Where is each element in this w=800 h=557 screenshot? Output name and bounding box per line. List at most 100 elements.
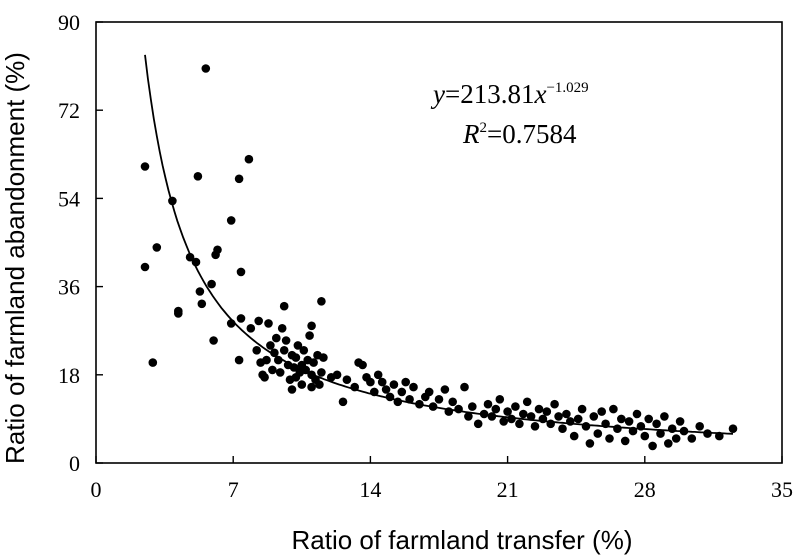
y-tick-label: 72 xyxy=(58,98,80,123)
y-tick-label: 36 xyxy=(58,275,80,300)
data-point xyxy=(519,409,528,419)
data-point xyxy=(401,377,411,387)
equation-exponent: −1.029 xyxy=(546,80,588,96)
data-point xyxy=(613,424,622,434)
data-point xyxy=(174,306,183,316)
data-point xyxy=(728,424,738,434)
data-point xyxy=(409,382,418,392)
data-point xyxy=(358,360,367,370)
data-point xyxy=(640,431,650,441)
r2-annotation: R2=0.7584 xyxy=(462,119,577,149)
data-point xyxy=(495,395,505,404)
data-point xyxy=(260,373,269,382)
data-point xyxy=(234,355,244,365)
data-point xyxy=(577,404,587,414)
data-point xyxy=(597,407,606,416)
r2-superscript: 2 xyxy=(480,120,488,136)
data-point xyxy=(448,397,458,407)
data-point xyxy=(569,431,579,441)
data-point xyxy=(515,419,524,429)
data-point xyxy=(468,402,477,411)
data-point xyxy=(317,368,326,377)
data-point xyxy=(315,380,324,389)
data-point xyxy=(581,422,591,431)
data-point xyxy=(526,412,536,421)
data-point xyxy=(377,377,387,387)
data-point xyxy=(593,429,603,438)
fit-curve xyxy=(144,54,734,435)
x-axis-title: Ratio of farmland transfer (%) xyxy=(291,525,632,555)
data-point xyxy=(244,154,254,164)
data-point xyxy=(695,422,704,431)
data-point xyxy=(605,434,614,443)
data-point xyxy=(193,172,203,181)
data-point xyxy=(675,417,685,426)
data-point xyxy=(573,414,583,424)
ticks: 0 7 14 21 28 35 0 18 36 54 72 90 xyxy=(58,10,793,502)
data-point xyxy=(246,324,256,333)
data-point xyxy=(201,64,211,73)
data-point xyxy=(483,399,493,409)
y-tick-label: 54 xyxy=(58,186,80,211)
data-point xyxy=(491,404,501,414)
data-point xyxy=(254,316,263,326)
data-point xyxy=(648,441,657,451)
data-point xyxy=(389,380,399,389)
data-point xyxy=(440,385,450,394)
data-point xyxy=(293,341,303,350)
y-axis-title: Ratio of farmland abandonment (%) xyxy=(0,52,30,464)
x-tick-label: 0 xyxy=(91,477,102,502)
data-point xyxy=(617,414,626,424)
data-point xyxy=(236,314,246,323)
equation-x: x xyxy=(533,79,546,109)
data-point xyxy=(287,385,297,394)
data-point xyxy=(279,301,289,311)
data-point xyxy=(464,412,473,421)
data-point xyxy=(213,245,222,255)
data-point xyxy=(234,174,244,184)
x-tick-label: 28 xyxy=(634,477,656,502)
data-point xyxy=(307,321,316,331)
data-point xyxy=(511,402,520,411)
data-point xyxy=(703,429,712,438)
data-point xyxy=(317,297,326,306)
plot-frame xyxy=(95,21,783,464)
data-point xyxy=(299,346,309,355)
axes xyxy=(95,21,783,464)
data-point xyxy=(542,407,552,416)
data-point xyxy=(291,353,301,362)
data-point xyxy=(152,243,162,252)
data-point xyxy=(558,424,567,434)
data-point xyxy=(342,375,352,385)
data-points xyxy=(140,64,738,451)
x-tick-label: 21 xyxy=(497,477,519,502)
data-point xyxy=(270,348,279,358)
data-point xyxy=(281,336,291,345)
x-tick-label: 7 xyxy=(228,477,239,502)
data-point xyxy=(373,370,383,380)
data-point xyxy=(275,368,285,377)
data-point xyxy=(266,341,275,350)
data-point xyxy=(319,353,328,362)
data-point xyxy=(530,422,540,431)
y-tick-label: 90 xyxy=(58,10,80,35)
data-point xyxy=(473,419,483,429)
data-point xyxy=(236,267,246,277)
data-point xyxy=(652,419,661,429)
y-tick-label: 18 xyxy=(58,363,80,388)
data-point xyxy=(550,399,559,409)
data-point xyxy=(656,429,665,438)
data-point xyxy=(534,404,544,414)
data-point xyxy=(252,346,261,355)
data-point xyxy=(522,397,532,407)
data-point xyxy=(262,355,271,365)
data-point xyxy=(499,417,509,426)
data-point xyxy=(366,377,375,387)
y-tick-label: 0 xyxy=(69,451,80,476)
data-point xyxy=(554,412,563,421)
data-point xyxy=(305,331,314,340)
data-point xyxy=(277,324,287,333)
data-point xyxy=(381,385,391,394)
r2-symbol: R xyxy=(462,119,480,149)
